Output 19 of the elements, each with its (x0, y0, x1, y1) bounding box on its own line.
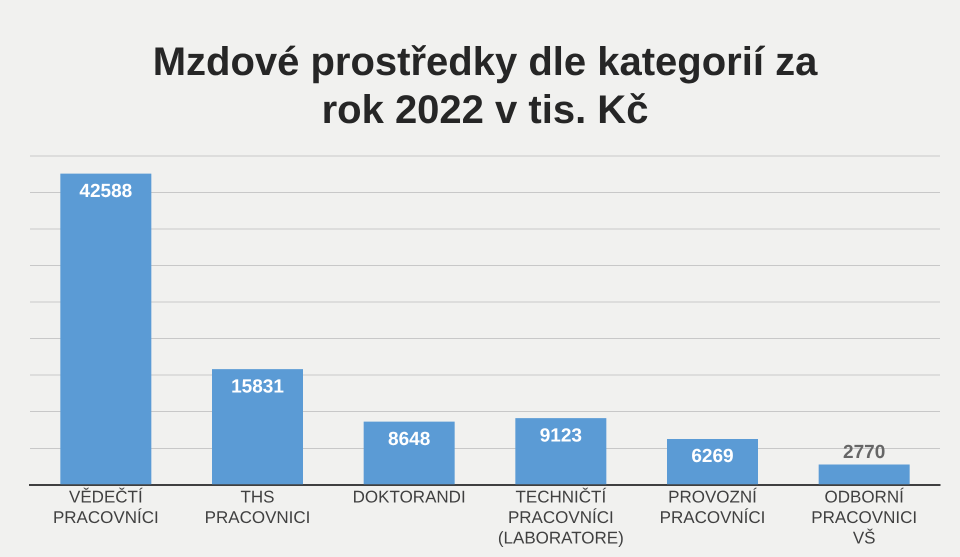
bar (667, 438, 758, 484)
bar (818, 464, 910, 484)
x-tick-label: THS PRACOVNICI (204, 488, 310, 528)
x-tick-label: ODBORNÍ PRACOVNICI VŠ (811, 488, 918, 548)
x-tick-label: TECHNIČTÍ PRACOVNÍCI (LABORATORE) (498, 488, 624, 548)
data-label: 42588 (79, 180, 132, 202)
x-tick-label: DOKTORANDI (352, 488, 466, 507)
data-label: 15831 (231, 376, 284, 398)
x-tick-label: PROVOZNÍ PRACOVNÍCI (660, 488, 766, 528)
data-label: 9123 (540, 425, 582, 446)
bar (212, 369, 303, 484)
bar (364, 422, 455, 484)
bar (515, 418, 606, 484)
data-label: 8648 (388, 428, 430, 450)
chart-title: Mzdové prostředky dle kategorií za rok 2022 v tis. Kč (152, 40, 818, 132)
bar (60, 174, 152, 484)
data-label: 2770 (843, 442, 886, 463)
data-label: 6269 (691, 446, 734, 468)
x-tick-label: VĚDEČTÍ PRACOVNÍCI (52, 488, 159, 528)
